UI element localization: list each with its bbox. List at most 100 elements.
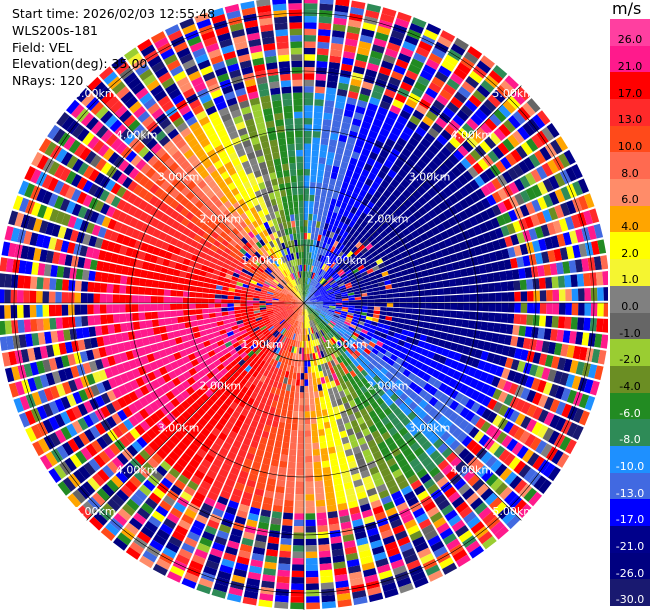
velocity-gate: [402, 227, 411, 237]
velocity-gate: [305, 468, 314, 476]
velocity-gate: [342, 209, 350, 218]
velocity-gate: [301, 353, 304, 361]
velocity-gate: [310, 299, 317, 302]
velocity-gate: [444, 295, 451, 302]
velocity-gate: [439, 527, 454, 540]
velocity-gate: [446, 451, 458, 464]
velocity-gate: [319, 337, 325, 344]
velocity-gate: [364, 433, 374, 443]
velocity-gate: [208, 337, 217, 345]
velocity-gate: [317, 337, 323, 345]
velocity-gate: [306, 315, 308, 322]
velocity-gate: [331, 372, 338, 381]
velocity-gate: [376, 217, 385, 226]
velocity-gate: [272, 320, 279, 326]
velocity-gate: [295, 314, 299, 321]
velocity-gate: [229, 348, 237, 356]
velocity-gate: [201, 531, 215, 542]
velocity-gate: [380, 495, 393, 505]
velocity-gate: [220, 367, 229, 376]
velocity-gate: [273, 394, 280, 402]
velocity-gate: [342, 115, 353, 124]
velocity-gate: [270, 459, 280, 467]
velocity-gate: [138, 484, 152, 497]
velocity-gate: [353, 375, 361, 383]
velocity-gate: [332, 233, 339, 241]
velocity-gate: [348, 460, 358, 470]
velocity-gate: [319, 269, 325, 277]
velocity-gate: [399, 292, 406, 298]
velocity-gate: [306, 284, 309, 291]
velocity-gate: [94, 358, 104, 371]
velocity-gate: [94, 271, 103, 282]
velocity-gate: [315, 240, 321, 248]
velocity-gate: [321, 409, 328, 417]
velocity-gate: [306, 341, 309, 348]
velocity-gate: [316, 304, 323, 307]
velocity-gate: [396, 322, 404, 329]
velocity-gate: [319, 322, 325, 329]
velocity-gate: [263, 354, 270, 362]
velocity-gate: [110, 475, 124, 488]
velocity-gate: [345, 316, 353, 321]
velocity-gate: [354, 308, 362, 312]
velocity-gate: [299, 315, 302, 322]
velocity-gate: [437, 415, 448, 426]
velocity-gate: [448, 378, 458, 389]
velocity-gate: [134, 424, 146, 436]
velocity-gate: [458, 336, 467, 345]
velocity-gate: [347, 565, 362, 574]
velocity-gate: [304, 130, 312, 138]
velocity-gate: [417, 242, 426, 251]
velocity-gate: [311, 346, 315, 354]
velocity-gate: [271, 400, 278, 408]
velocity-gate: [391, 417, 401, 427]
velocity-gate: [278, 303, 285, 305]
velocity-gate: [537, 327, 546, 340]
velocity-gate: [316, 303, 324, 305]
velocity-gate: [163, 303, 171, 311]
velocity-gate: [224, 457, 234, 467]
velocity-gate: [292, 333, 296, 340]
velocity-gate: [316, 305, 323, 308]
velocity-gate: [286, 316, 292, 322]
velocity-gate: [214, 335, 223, 342]
velocity-gate: [160, 443, 172, 455]
velocity-gate: [252, 337, 260, 344]
velocity-gate: [488, 251, 498, 262]
velocity-gate: [320, 343, 325, 351]
velocity-gate: [277, 317, 284, 322]
velocity-gate: [382, 582, 397, 593]
velocity-gate: [345, 284, 353, 289]
velocity-gate: [410, 279, 418, 286]
velocity-gate: [309, 353, 313, 361]
velocity-gate: [356, 251, 364, 259]
velocity-gate: [437, 310, 445, 317]
velocity-gate: [49, 278, 57, 290]
velocity-gate: [195, 337, 203, 345]
velocity-gate: [322, 307, 329, 311]
velocity-gate: [479, 330, 487, 341]
velocity-gate: [411, 314, 419, 321]
velocity-gate: [270, 319, 278, 324]
velocity-gate: [414, 251, 423, 259]
velocity-gate: [508, 424, 520, 437]
velocity-gate: [217, 325, 226, 331]
velocity-gate: [274, 339, 280, 346]
velocity-gate: [273, 309, 280, 313]
velocity-gate: [328, 61, 341, 70]
velocity-gate: [372, 450, 383, 460]
velocity-gate: [381, 343, 390, 351]
velocity-gate: [327, 224, 334, 232]
velocity-gate: [345, 203, 353, 212]
velocity-gate: [411, 366, 421, 376]
velocity-gate: [315, 308, 322, 312]
velocity-gate: [479, 140, 492, 154]
velocity-gate: [339, 515, 351, 524]
velocity-gate: [319, 563, 333, 571]
velocity-gate: [232, 371, 240, 379]
velocity-gate: [106, 390, 117, 402]
velocity-gate: [526, 290, 534, 302]
velocity-gate: [341, 310, 348, 315]
velocity-gate: [429, 236, 438, 245]
